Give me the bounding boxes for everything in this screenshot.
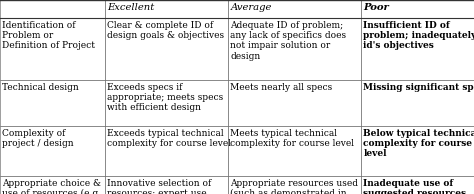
Bar <box>0 176 105 194</box>
Text: Complexity of
project / design: Complexity of project / design <box>2 128 74 148</box>
Text: Appropriate resources used
(such as demonstrated in
class); resources limited to: Appropriate resources used (such as demo… <box>230 178 358 194</box>
Text: Below typical technical
complexity for course
level: Below typical technical complexity for c… <box>364 128 474 158</box>
Bar <box>0 18 105 80</box>
Text: Clear & complete ID of
design goals & objectives: Clear & complete ID of design goals & ob… <box>108 21 225 40</box>
Text: Appropriate choice &
use of resources (e.g.
computer apps,
internet sources, lab: Appropriate choice & use of resources (e… <box>2 178 101 194</box>
Text: Poor: Poor <box>364 3 389 11</box>
Text: Exceeds specs if
appropriate; meets specs
with efficient design: Exceeds specs if appropriate; meets spec… <box>108 82 224 112</box>
Bar <box>228 0 361 18</box>
Bar <box>361 0 474 18</box>
Bar <box>0 80 105 126</box>
Bar <box>105 18 228 80</box>
Text: Insufficient ID of
problem; inadequately
id's objectives: Insufficient ID of problem; inadequately… <box>364 21 474 50</box>
Text: Average: Average <box>230 3 272 11</box>
Bar <box>228 80 361 126</box>
Bar <box>361 126 474 176</box>
Bar <box>0 126 105 176</box>
Text: Missing significant specs: Missing significant specs <box>364 82 474 92</box>
Text: Adequate ID of problem;
any lack of specifics does
not impair solution or
design: Adequate ID of problem; any lack of spec… <box>230 21 346 61</box>
Text: Identification of
Problem or
Definition of Project: Identification of Problem or Definition … <box>2 21 95 50</box>
Text: Exceeds typical technical
complexity for course level: Exceeds typical technical complexity for… <box>108 128 231 148</box>
Bar <box>228 18 361 80</box>
Bar <box>228 176 361 194</box>
Bar <box>361 176 474 194</box>
Bar <box>105 126 228 176</box>
Bar <box>361 80 474 126</box>
Text: Meets nearly all specs: Meets nearly all specs <box>230 82 333 92</box>
Bar <box>105 80 228 126</box>
Bar <box>361 18 474 80</box>
Text: Technical design: Technical design <box>2 82 79 92</box>
Text: Meets typical technical
complexity for course level: Meets typical technical complexity for c… <box>230 128 355 148</box>
Text: Inadequate use of
suggested resources.: Inadequate use of suggested resources. <box>364 178 470 194</box>
Bar <box>0 0 105 18</box>
Bar <box>105 0 228 18</box>
Bar <box>105 176 228 194</box>
Text: Innovative selection of
resources; expert use: Innovative selection of resources; exper… <box>108 178 212 194</box>
Text: Excellent: Excellent <box>108 3 155 11</box>
Bar <box>228 126 361 176</box>
